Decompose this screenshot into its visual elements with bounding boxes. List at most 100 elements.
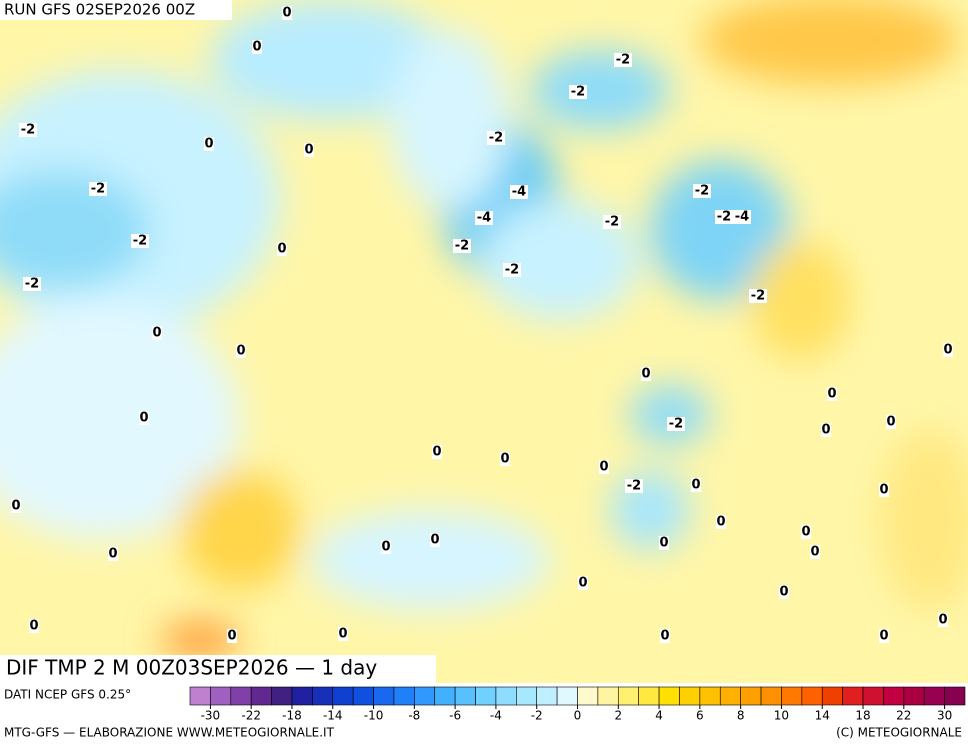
contour-label: -2 <box>133 234 147 249</box>
colorbar-box <box>577 686 599 706</box>
label-bg <box>827 387 837 401</box>
contour-label: 0 <box>827 387 836 402</box>
contour-label: -2 <box>751 289 765 304</box>
contour-label: -2 <box>455 239 469 254</box>
colorbar-box <box>760 686 782 706</box>
label-bg <box>236 344 246 358</box>
colorbar-box <box>332 686 354 706</box>
contour-label: -2 <box>489 131 503 146</box>
colorbar-box <box>373 686 395 706</box>
contour-label: 0 <box>252 40 261 55</box>
label-bg <box>641 367 651 381</box>
contour-label: 0 <box>11 499 20 514</box>
colorbar-box <box>944 686 966 706</box>
colorbar-tick-label: 0 <box>574 709 582 723</box>
contour-label: 0 <box>338 627 347 642</box>
label-bg <box>660 629 670 643</box>
contour-label: 0 <box>277 242 286 257</box>
label-bg <box>625 479 643 493</box>
contour-label: -2 <box>571 85 585 100</box>
map-field <box>0 0 968 683</box>
colorbar-box <box>719 686 741 706</box>
colorbar-box <box>250 686 272 706</box>
label-bg <box>282 6 292 20</box>
colorbar-tick-label: 2 <box>614 709 622 723</box>
contour-label: 0 <box>304 143 313 158</box>
label-bg <box>691 478 701 492</box>
colorbar-box <box>434 686 456 706</box>
colorbar-box <box>454 686 476 706</box>
colorbar-box <box>495 686 517 706</box>
label-bg <box>810 545 820 559</box>
contour-label: 0 <box>282 6 291 21</box>
run-label: RUN GFS 02SEP2026 00Z <box>4 1 195 19</box>
colorbar-box <box>862 686 884 706</box>
contour-label: -4 <box>512 185 526 200</box>
contour-label: 0 <box>599 460 608 475</box>
colorbar-box <box>740 686 762 706</box>
colorbar-box <box>883 686 905 706</box>
contour-label: -4 <box>735 210 749 225</box>
colorbar-box <box>230 686 252 706</box>
contour-label: 0 <box>578 576 587 591</box>
colorbar-box <box>475 686 497 706</box>
label-bg <box>430 533 440 547</box>
colorbar-box <box>210 686 232 706</box>
label-bg <box>503 263 521 277</box>
label-bg <box>693 184 711 198</box>
colorbar-tick-label: -8 <box>408 709 420 723</box>
contour-label: 0 <box>821 423 830 438</box>
colorbar-box <box>781 686 803 706</box>
colorbar-tick-label: 14 <box>815 709 830 723</box>
label-bg <box>487 131 505 145</box>
contour-label: 0 <box>659 536 668 551</box>
contour-labels: 0 0 -2 -2 -2 0 -2 0 -2 -4 -2 -2 -4 -4 -2 -2 -2 0 -2 -2 -2 0 0 0… <box>11 6 953 644</box>
colorbar-box <box>271 686 293 706</box>
label-bg <box>599 460 609 474</box>
header-box <box>0 0 232 20</box>
label-bg <box>510 185 528 199</box>
label-bg <box>879 483 889 497</box>
contour-label: 0 <box>879 483 888 498</box>
colorbar-tick-label: 22 <box>896 709 911 723</box>
colorbar-box <box>679 686 701 706</box>
colorbar-box <box>801 686 823 706</box>
colorbar-tick-label: -10 <box>364 709 384 723</box>
contour-label: -2 <box>505 263 519 278</box>
contour-label: 0 <box>381 540 390 555</box>
title-box <box>0 655 436 683</box>
contour-label: 0 <box>236 344 245 359</box>
label-bg <box>139 411 149 425</box>
colorbar-tick-label: -18 <box>282 709 302 723</box>
colorbar-box <box>393 686 415 706</box>
colorbar-box <box>903 686 925 706</box>
label-bg <box>614 53 632 67</box>
colorbar-box <box>536 686 558 706</box>
colorbar-box <box>312 686 334 706</box>
contour-label: 0 <box>152 326 161 341</box>
label-bg <box>23 277 41 291</box>
label-bg <box>152 326 162 340</box>
contour-label: 0 <box>29 619 38 634</box>
colorbar-box <box>352 686 374 706</box>
colorbar-tick-label: -22 <box>241 709 261 723</box>
contour-label: 0 <box>641 367 650 382</box>
label-bg <box>475 211 493 225</box>
contour-label: 0 <box>779 585 788 600</box>
contour-label: -4 <box>477 211 491 226</box>
label-bg <box>569 85 587 99</box>
contour-label: -2 <box>605 215 619 230</box>
label-bg <box>603 215 621 229</box>
label-bg <box>29 619 39 633</box>
colorbar-tick-label: 6 <box>696 709 704 723</box>
contour-label: 0 <box>943 343 952 358</box>
label-bg <box>252 40 262 54</box>
label-bg <box>749 289 767 303</box>
label-bg <box>500 452 510 466</box>
colorbar-box <box>516 686 538 706</box>
label-bg <box>304 143 314 157</box>
contour-label: 0 <box>660 629 669 644</box>
colorbar-tick-label: -6 <box>449 709 461 723</box>
colorbar-box <box>597 686 619 706</box>
label-bg <box>733 210 751 224</box>
